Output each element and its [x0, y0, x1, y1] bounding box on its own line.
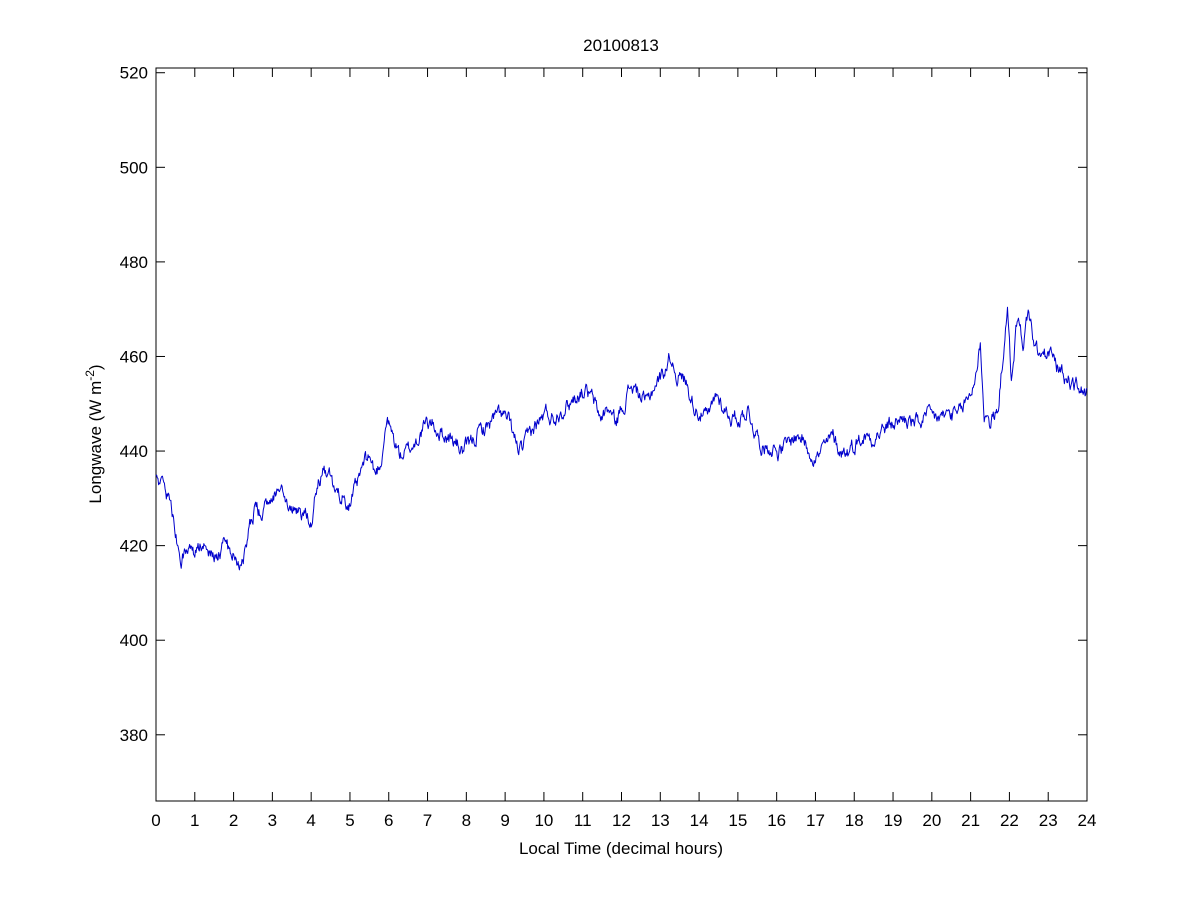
- plot-frame: [155, 67, 1088, 802]
- y-axis-label-superscript: -2: [83, 370, 97, 381]
- x-tick-label: 15: [728, 811, 747, 830]
- x-tick-label: 20: [922, 811, 941, 830]
- y-tick-label: 460: [120, 347, 148, 366]
- y-tick-label: 520: [120, 64, 148, 83]
- x-tick-label: 5: [345, 811, 354, 830]
- x-tick-label: 18: [845, 811, 864, 830]
- series-line-0: [155, 306, 1088, 571]
- x-tick-label: 7: [423, 811, 432, 830]
- x-tick-label: 21: [961, 811, 980, 830]
- y-axis-label-close: ): [86, 364, 105, 370]
- x-tick-label: 8: [462, 811, 471, 830]
- y-tick-label: 500: [120, 158, 148, 177]
- plot-area: [155, 67, 1088, 802]
- x-tick-label: 4: [306, 811, 315, 830]
- y-axis-label-main: Longwave (W m: [86, 381, 105, 504]
- x-tick-label: 22: [1000, 811, 1019, 830]
- x-tick-label: 9: [500, 811, 509, 830]
- x-tick-label: 23: [1039, 811, 1058, 830]
- x-tick-label: 13: [651, 811, 670, 830]
- y-tick-label: 480: [120, 253, 148, 272]
- x-axis-label: Local Time (decimal hours): [519, 839, 723, 858]
- y-tick-label: 400: [120, 631, 148, 650]
- y-axis-label: Longwave (W m-2): [83, 364, 105, 503]
- y-tick-label: 380: [120, 726, 148, 745]
- x-tick-label: 10: [534, 811, 553, 830]
- x-tick-label: 11: [574, 811, 592, 830]
- y-tick-label: 420: [120, 537, 148, 556]
- x-tick-label: 17: [806, 811, 825, 830]
- x-tick-label: 19: [884, 811, 903, 830]
- x-tick-label: 12: [612, 811, 631, 830]
- x-tick-label: 16: [767, 811, 786, 830]
- y-tick-label: 440: [120, 442, 148, 461]
- chart-title: 20100813: [583, 36, 659, 55]
- x-axis: 0 1 2 3 4 5 6 7 8 9 10 11 12 13 14 15 16 17 18 19 20 21 22 23 24: [151, 68, 1096, 830]
- y-axis: 380 400 420 440 460 480 500 520: [120, 64, 1087, 745]
- x-tick-label: 6: [384, 811, 393, 830]
- x-tick-label: 3: [268, 811, 277, 830]
- x-tick-label: 14: [690, 811, 709, 830]
- x-tick-label: 24: [1078, 811, 1097, 830]
- x-tick-label: 0: [151, 811, 160, 830]
- x-tick-label: 2: [229, 811, 238, 830]
- x-tick-label: 1: [190, 811, 199, 830]
